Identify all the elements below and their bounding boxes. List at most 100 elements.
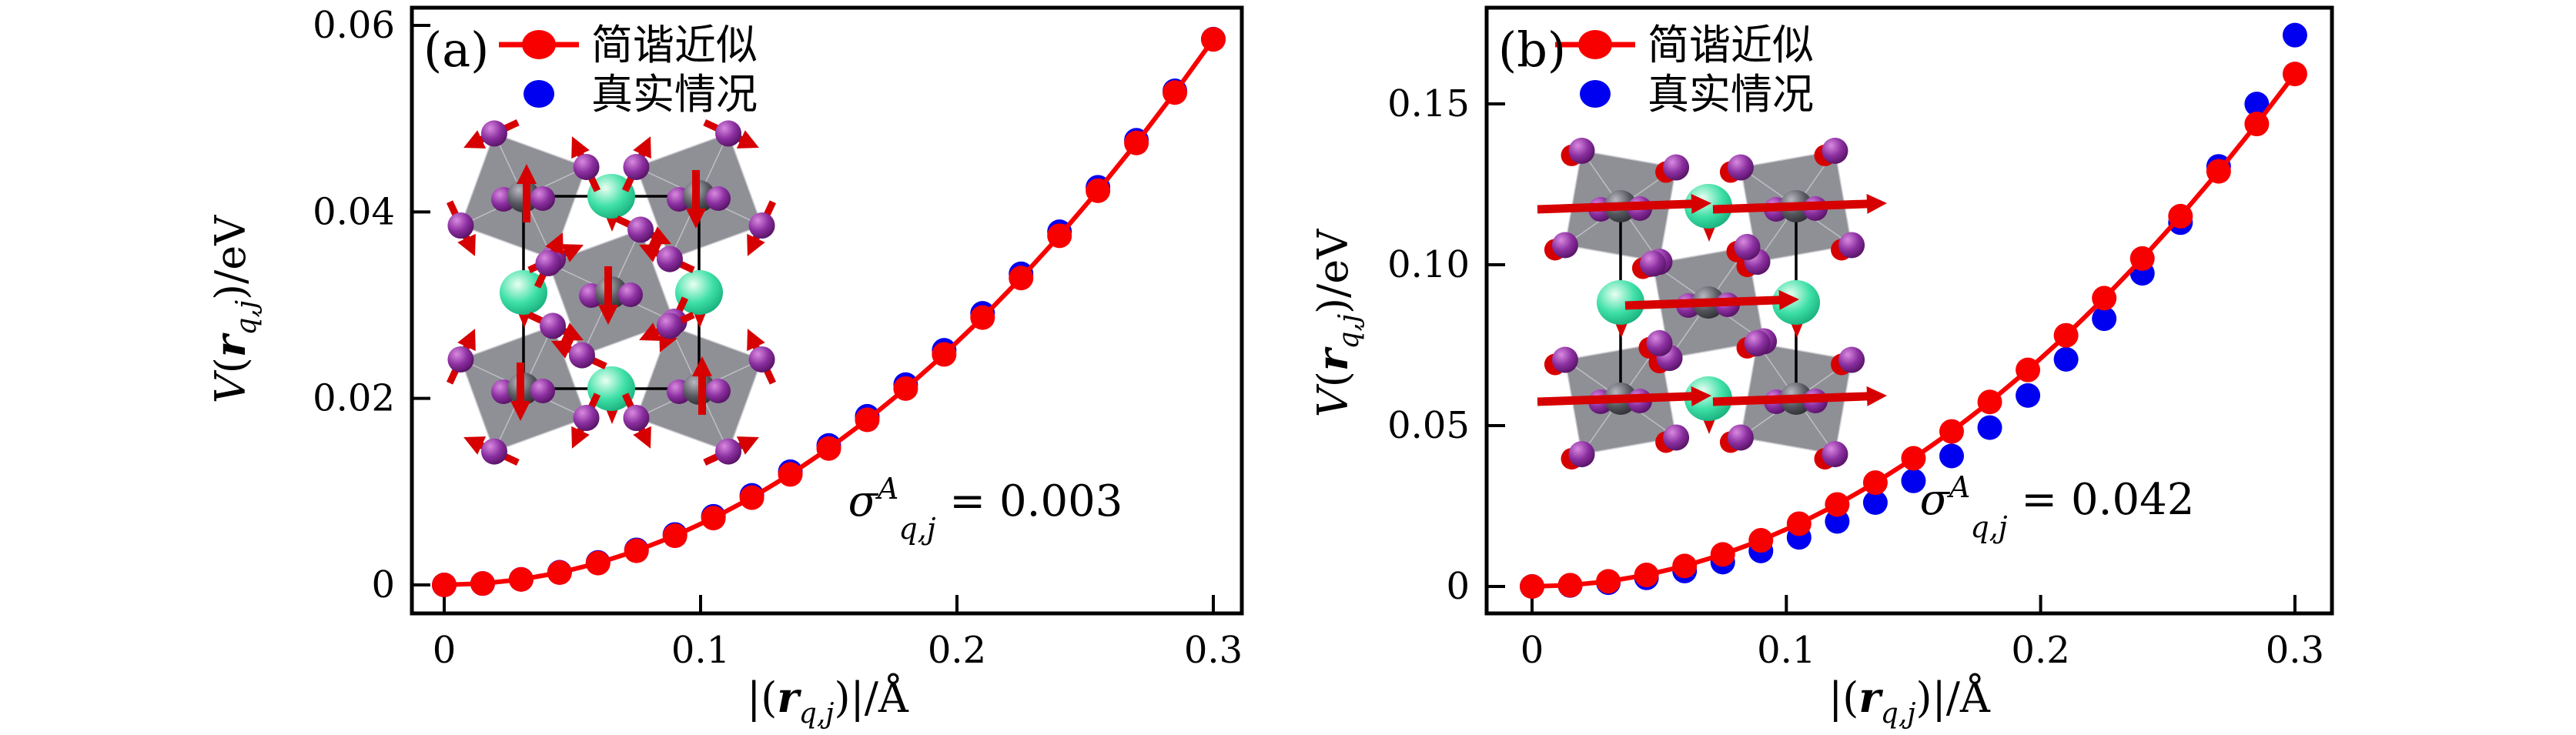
data-point-harmonic (1596, 569, 1621, 594)
halide-atom (1551, 232, 1578, 259)
arrow-head (633, 426, 651, 449)
arrow-head (560, 244, 584, 262)
halide-atom (540, 312, 567, 339)
legend-b-harmonic-label: 简谐近似 (1648, 21, 1814, 69)
data-point-harmonic (739, 485, 764, 510)
arrow-head (545, 232, 564, 256)
halide-atom (568, 342, 595, 369)
data-point-harmonic (2092, 286, 2117, 311)
panel-a-annotation: σAq,j = 0.003 (848, 472, 1123, 546)
cation-atom (1597, 280, 1644, 325)
halide-atom (447, 346, 474, 373)
data-point-harmonic (1977, 389, 2002, 415)
data-point-harmonic (2129, 246, 2155, 271)
data-point-harmonic (1557, 573, 1583, 598)
data-point-harmonic (1086, 178, 1111, 203)
halide-atom (573, 405, 600, 432)
arrow-head (463, 436, 487, 455)
halide-atom (1568, 441, 1595, 468)
data-point-harmonic (2016, 357, 2041, 383)
plot-frame (410, 5, 1244, 616)
data-point-harmonic (508, 566, 534, 592)
legend-real-marker (524, 80, 554, 108)
data-point-real (1825, 509, 1850, 534)
data-point-harmonic (2168, 203, 2193, 229)
data-point-harmonic (1201, 27, 1226, 52)
data-point-real (2016, 383, 2041, 408)
cation-arrow (1702, 417, 1716, 434)
x-tick-label: 0.2 (2011, 629, 2069, 672)
data-point-harmonic (2206, 159, 2231, 184)
data-point-real (2092, 306, 2117, 332)
cation-atom (1772, 280, 1820, 325)
halide-atom (1838, 232, 1865, 259)
cation-arrow (517, 311, 531, 328)
arrow-head (648, 226, 671, 245)
arrow-head (457, 233, 476, 256)
data-point-harmonic (932, 342, 957, 367)
legend-real-marker (1580, 80, 1611, 108)
halide-atom (748, 346, 775, 373)
cation-arrow (1614, 321, 1628, 338)
x-tick-label: 0 (433, 629, 457, 672)
y-tick-label: 0.06 (313, 4, 395, 47)
arrow-head (571, 136, 590, 159)
data-point-harmonic (1939, 419, 1964, 444)
data-point-real (1901, 468, 1926, 493)
data-point-harmonic (893, 376, 918, 401)
halide-atom (1727, 154, 1754, 181)
cation-atom (587, 366, 635, 411)
arrow-head (736, 130, 759, 149)
x-tick-label: 0.3 (2266, 629, 2324, 672)
arrow-head (747, 233, 765, 256)
data-point-harmonic (1047, 223, 1072, 249)
halide-atom (530, 379, 555, 403)
data-point-harmonic (1786, 511, 1812, 536)
panel-a-y-axis-label: V(rq,j)/eV (206, 215, 263, 403)
legend (499, 30, 579, 108)
x-tick-label: 0 (1521, 629, 1544, 672)
y-tick-label: 0.04 (313, 190, 395, 233)
data-point-harmonic (701, 506, 726, 531)
halide-atom (480, 120, 507, 147)
halide-atom (618, 282, 643, 307)
data-point-harmonic (585, 550, 611, 576)
panel-a-x-axis-label: |(rq,j)|/Å (747, 672, 909, 730)
halide-atom (1663, 424, 1690, 451)
data-point-real (1862, 490, 1888, 516)
data-point-harmonic (1163, 80, 1188, 105)
halide-atom (1639, 250, 1666, 277)
panel-b-annotation: σAq,j = 0.042 (1920, 470, 2195, 544)
data-point-harmonic (778, 462, 803, 487)
data-point-harmonic (970, 305, 995, 330)
halide-atom (1646, 329, 1673, 356)
halide-atom (530, 186, 555, 211)
data-point-harmonic (1124, 130, 1149, 155)
data-point-harmonic (1825, 492, 1850, 517)
arrow-head (1866, 386, 1887, 406)
data-point-harmonic (1901, 446, 1926, 471)
plot-frame (1484, 5, 2334, 616)
y-tick-label: 0 (371, 563, 395, 606)
cation-atom (675, 270, 723, 315)
arrow-head (463, 130, 487, 149)
x-tick-label: 0.1 (1757, 629, 1815, 672)
halide-atom (480, 438, 507, 465)
halide-atom (1663, 154, 1690, 181)
series-harmonic (432, 27, 1226, 597)
legend-a-real-label: 真实情况 (591, 70, 758, 119)
legend-harmonic-marker (522, 30, 556, 59)
data-point-harmonic (855, 407, 880, 433)
data-point-harmonic (662, 523, 687, 549)
halide-atom (656, 246, 683, 272)
displacement-arrow (1537, 199, 1698, 214)
x-tick-label: 0.3 (1184, 629, 1243, 672)
arrow-head (517, 164, 537, 184)
panel-a-plot: 0 0.02 0.04 0.06 0 0.1 0.2 0.3 (313, 4, 1244, 672)
halide-atom (1744, 329, 1771, 356)
cation-atom (587, 174, 635, 219)
data-point-harmonic (2053, 322, 2079, 348)
halide-atom (1822, 441, 1848, 468)
y-tick-label: 0.05 (1387, 404, 1470, 447)
